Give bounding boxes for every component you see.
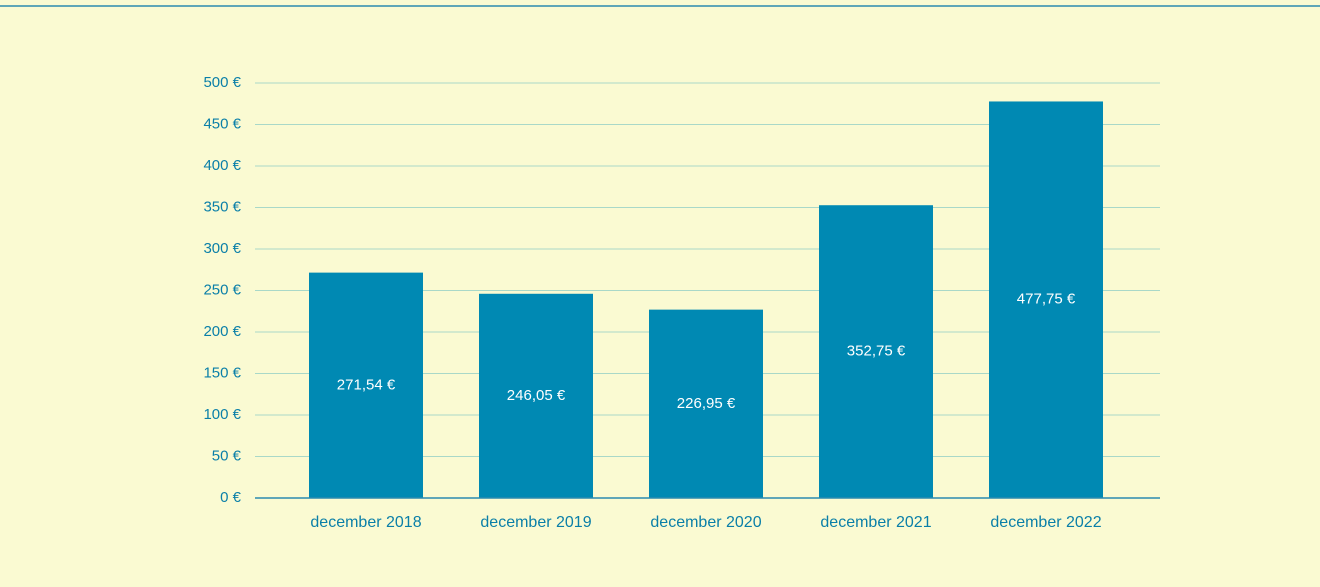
bar — [479, 293, 593, 498]
x-tick-label: december 2022 — [990, 514, 1101, 531]
bar — [649, 309, 763, 498]
y-tick-label: 250 € — [203, 281, 241, 298]
y-tick-label: 200 € — [203, 323, 241, 340]
value-label: 352,75 € — [847, 343, 906, 360]
y-tick-label: 400 € — [203, 157, 241, 174]
y-tick-label: 0 € — [220, 489, 242, 506]
bar — [309, 272, 423, 498]
value-label: 271,54 € — [337, 376, 396, 393]
x-tick-label: december 2018 — [310, 514, 421, 531]
y-tick-label: 100 € — [203, 406, 241, 423]
x-tick-label: december 2021 — [820, 514, 931, 531]
y-tick-label: 500 € — [203, 74, 241, 91]
bar — [819, 205, 933, 498]
value-label: 477,75 € — [1017, 291, 1076, 308]
y-tick-label: 50 € — [212, 447, 242, 464]
bar — [989, 101, 1103, 498]
y-tick-label: 450 € — [203, 115, 241, 132]
y-tick-label: 350 € — [203, 198, 241, 215]
value-label: 246,05 € — [507, 387, 566, 404]
x-tick-label: december 2019 — [480, 514, 591, 531]
value-label: 226,95 € — [677, 395, 736, 412]
y-tick-label: 300 € — [203, 240, 241, 257]
x-tick-label: december 2020 — [650, 514, 761, 531]
y-tick-label: 150 € — [203, 364, 241, 381]
